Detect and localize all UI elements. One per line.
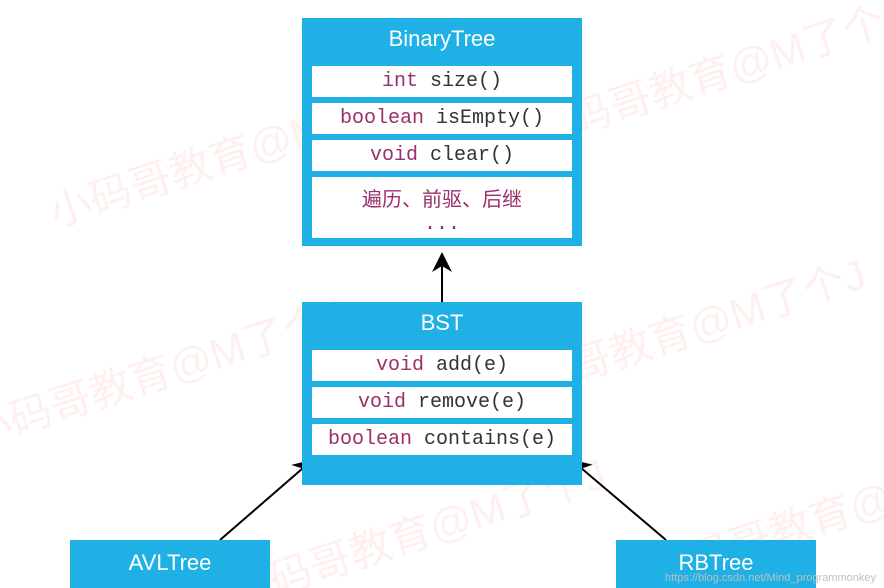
class-box-avltree: AVLTree — [70, 540, 270, 588]
method-row: void add(e) — [312, 350, 572, 381]
method-row: int size() — [312, 66, 572, 97]
method-row: boolean isEmpty() — [312, 103, 572, 134]
edge-avl-to-bst — [220, 462, 310, 540]
method-row: void remove(e) — [312, 387, 572, 418]
source-watermark: https://blog.csdn.net/Mind_programmonkey — [665, 572, 876, 584]
extra-text: ... — [318, 213, 566, 236]
method-row: void clear() — [312, 140, 572, 171]
edge-rb-to-bst — [574, 462, 666, 540]
class-title: BinaryTree — [304, 20, 580, 60]
return-type: void — [376, 354, 424, 377]
method-name: isEmpty() — [436, 107, 544, 130]
extra-row: 遍历、前驱、后继 ... — [312, 177, 572, 238]
class-title: AVLTree — [72, 542, 268, 584]
method-name: add(e) — [436, 354, 508, 377]
method-name: clear() — [430, 144, 514, 167]
method-row: boolean contains(e) — [312, 424, 572, 455]
return-type: void — [370, 144, 418, 167]
class-box-bst: BST void add(e) void remove(e) boolean c… — [302, 302, 582, 485]
return-type: int — [382, 70, 418, 93]
class-box-binarytree: BinaryTree int size() boolean isEmpty() … — [302, 18, 582, 246]
return-type: boolean — [340, 107, 424, 130]
method-name: contains(e) — [424, 428, 556, 451]
extra-text: 遍历、前驱、后继 — [318, 183, 566, 213]
return-type: boolean — [328, 428, 412, 451]
return-type: void — [358, 391, 406, 414]
bg-watermark: 小码哥教育@M了个J — [0, 281, 352, 460]
class-title: BST — [304, 304, 580, 344]
method-name: remove(e) — [418, 391, 526, 414]
method-name: size() — [430, 70, 502, 93]
